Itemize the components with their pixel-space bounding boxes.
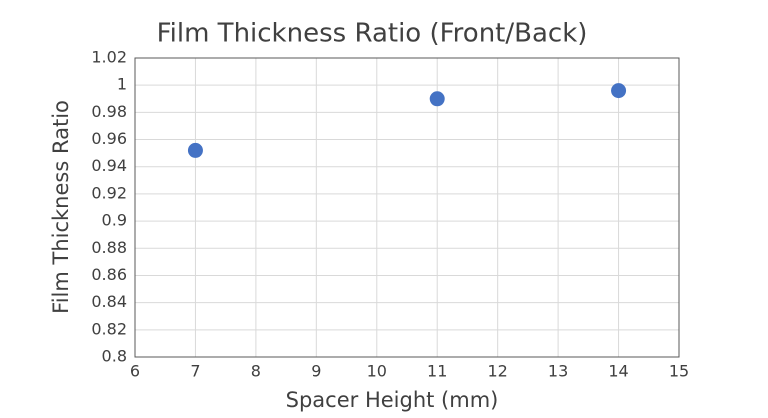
y-tick-label: 0.82	[91, 319, 127, 338]
y-tick-label: 0.9	[102, 211, 127, 230]
y-tick-label: 0.94	[91, 156, 127, 175]
plot-border	[134, 57, 680, 358]
y-tick-label: 0.96	[91, 129, 127, 148]
x-tick-label: 12	[487, 362, 507, 381]
y-tick-label: 0.84	[91, 292, 127, 311]
point	[611, 83, 627, 99]
x-axis-label: Spacer Height (mm)	[286, 388, 499, 412]
x-tick-label: 15	[669, 362, 689, 381]
y-tick-label: 0.92	[91, 183, 127, 202]
x-tick-label: 11	[427, 362, 447, 381]
x-tick-label: 6	[130, 362, 140, 381]
y-tick-label: 0.98	[91, 102, 127, 121]
y-tick-label: 1	[117, 75, 127, 94]
y-tick-label: 0.88	[91, 238, 127, 257]
x-tick-label: 14	[608, 362, 628, 381]
point	[429, 91, 445, 107]
x-tick-label: 13	[548, 362, 568, 381]
x-tick-label: 8	[251, 362, 261, 381]
x-tick-label: 7	[190, 362, 200, 381]
y-tick-label: 1.02	[91, 48, 127, 67]
point	[187, 142, 203, 158]
x-tick-label: 10	[367, 362, 387, 381]
x-tick-label: 9	[311, 362, 321, 381]
y-tick-label: 0.8	[102, 347, 127, 366]
chart-title: Film Thickness Ratio (Front/Back)	[157, 19, 588, 49]
y-tick-label: 0.86	[91, 265, 127, 284]
y-axis-label: Film Thickness Ratio	[49, 100, 73, 314]
